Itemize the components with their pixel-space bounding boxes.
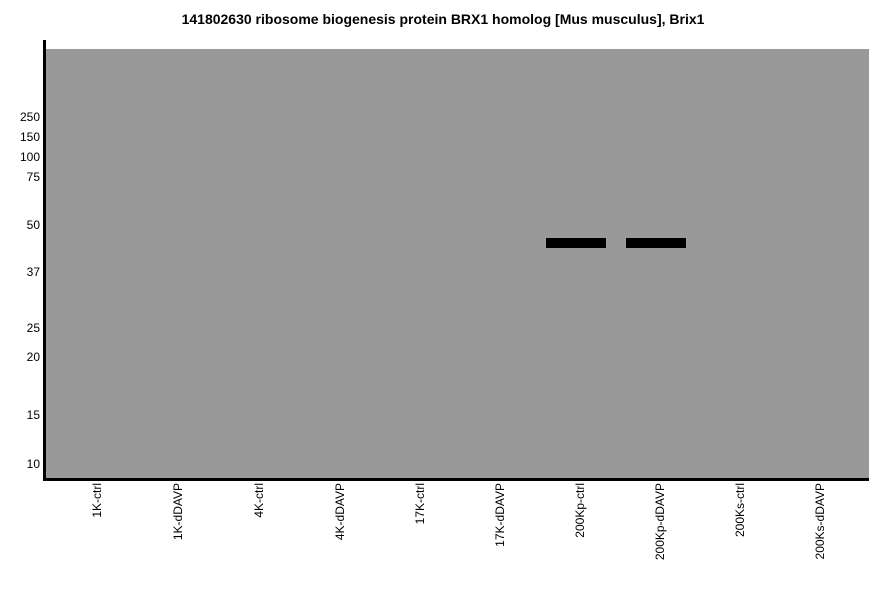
- x-axis-line: [43, 478, 869, 481]
- lane-label-200Kp-ctrl: 200Kp-ctrl: [573, 483, 587, 538]
- y-tick-label-25: 25: [26, 321, 40, 335]
- protein-band-200Kp-ctrl: [546, 238, 606, 248]
- lane-label-200Ks-dDAVP: 200Ks-dDAVP: [813, 483, 827, 560]
- y-tick-label-100: 100: [19, 150, 40, 164]
- gel-background: [46, 49, 869, 478]
- lane-label-200Ks-ctrl: 200Ks-ctrl: [733, 483, 747, 538]
- y-tick-label-15: 15: [26, 408, 40, 422]
- y-tick-label-37: 37: [26, 265, 40, 279]
- y-tick-label-150: 150: [19, 130, 40, 144]
- lane-label-1K-dDAVP: 1K-dDAVP: [171, 483, 185, 541]
- y-tick-label-75: 75: [26, 170, 40, 184]
- lane-label-4K-ctrl: 4K-ctrl: [252, 483, 266, 518]
- lane-label-200Kp-dDAVP: 200Kp-dDAVP: [653, 483, 667, 561]
- lane-label-17K-ctrl: 17K-ctrl: [413, 483, 427, 525]
- protein-band-200Kp-dDAVP: [626, 238, 686, 248]
- y-tick-label-10: 10: [26, 457, 40, 471]
- y-tick-label-50: 50: [26, 218, 40, 232]
- y-tick-label-20: 20: [26, 350, 40, 364]
- y-tick-label-250: 250: [19, 110, 40, 124]
- lane-label-4K-dDAVP: 4K-dDAVP: [333, 483, 347, 541]
- y-axis-line: [43, 40, 46, 481]
- lane-label-17K-dDAVP: 17K-dDAVP: [493, 483, 507, 547]
- lane-label-1K-ctrl: 1K-ctrl: [90, 483, 104, 518]
- chart-title: 141802630 ribosome biogenesis protein BR…: [181, 11, 705, 27]
